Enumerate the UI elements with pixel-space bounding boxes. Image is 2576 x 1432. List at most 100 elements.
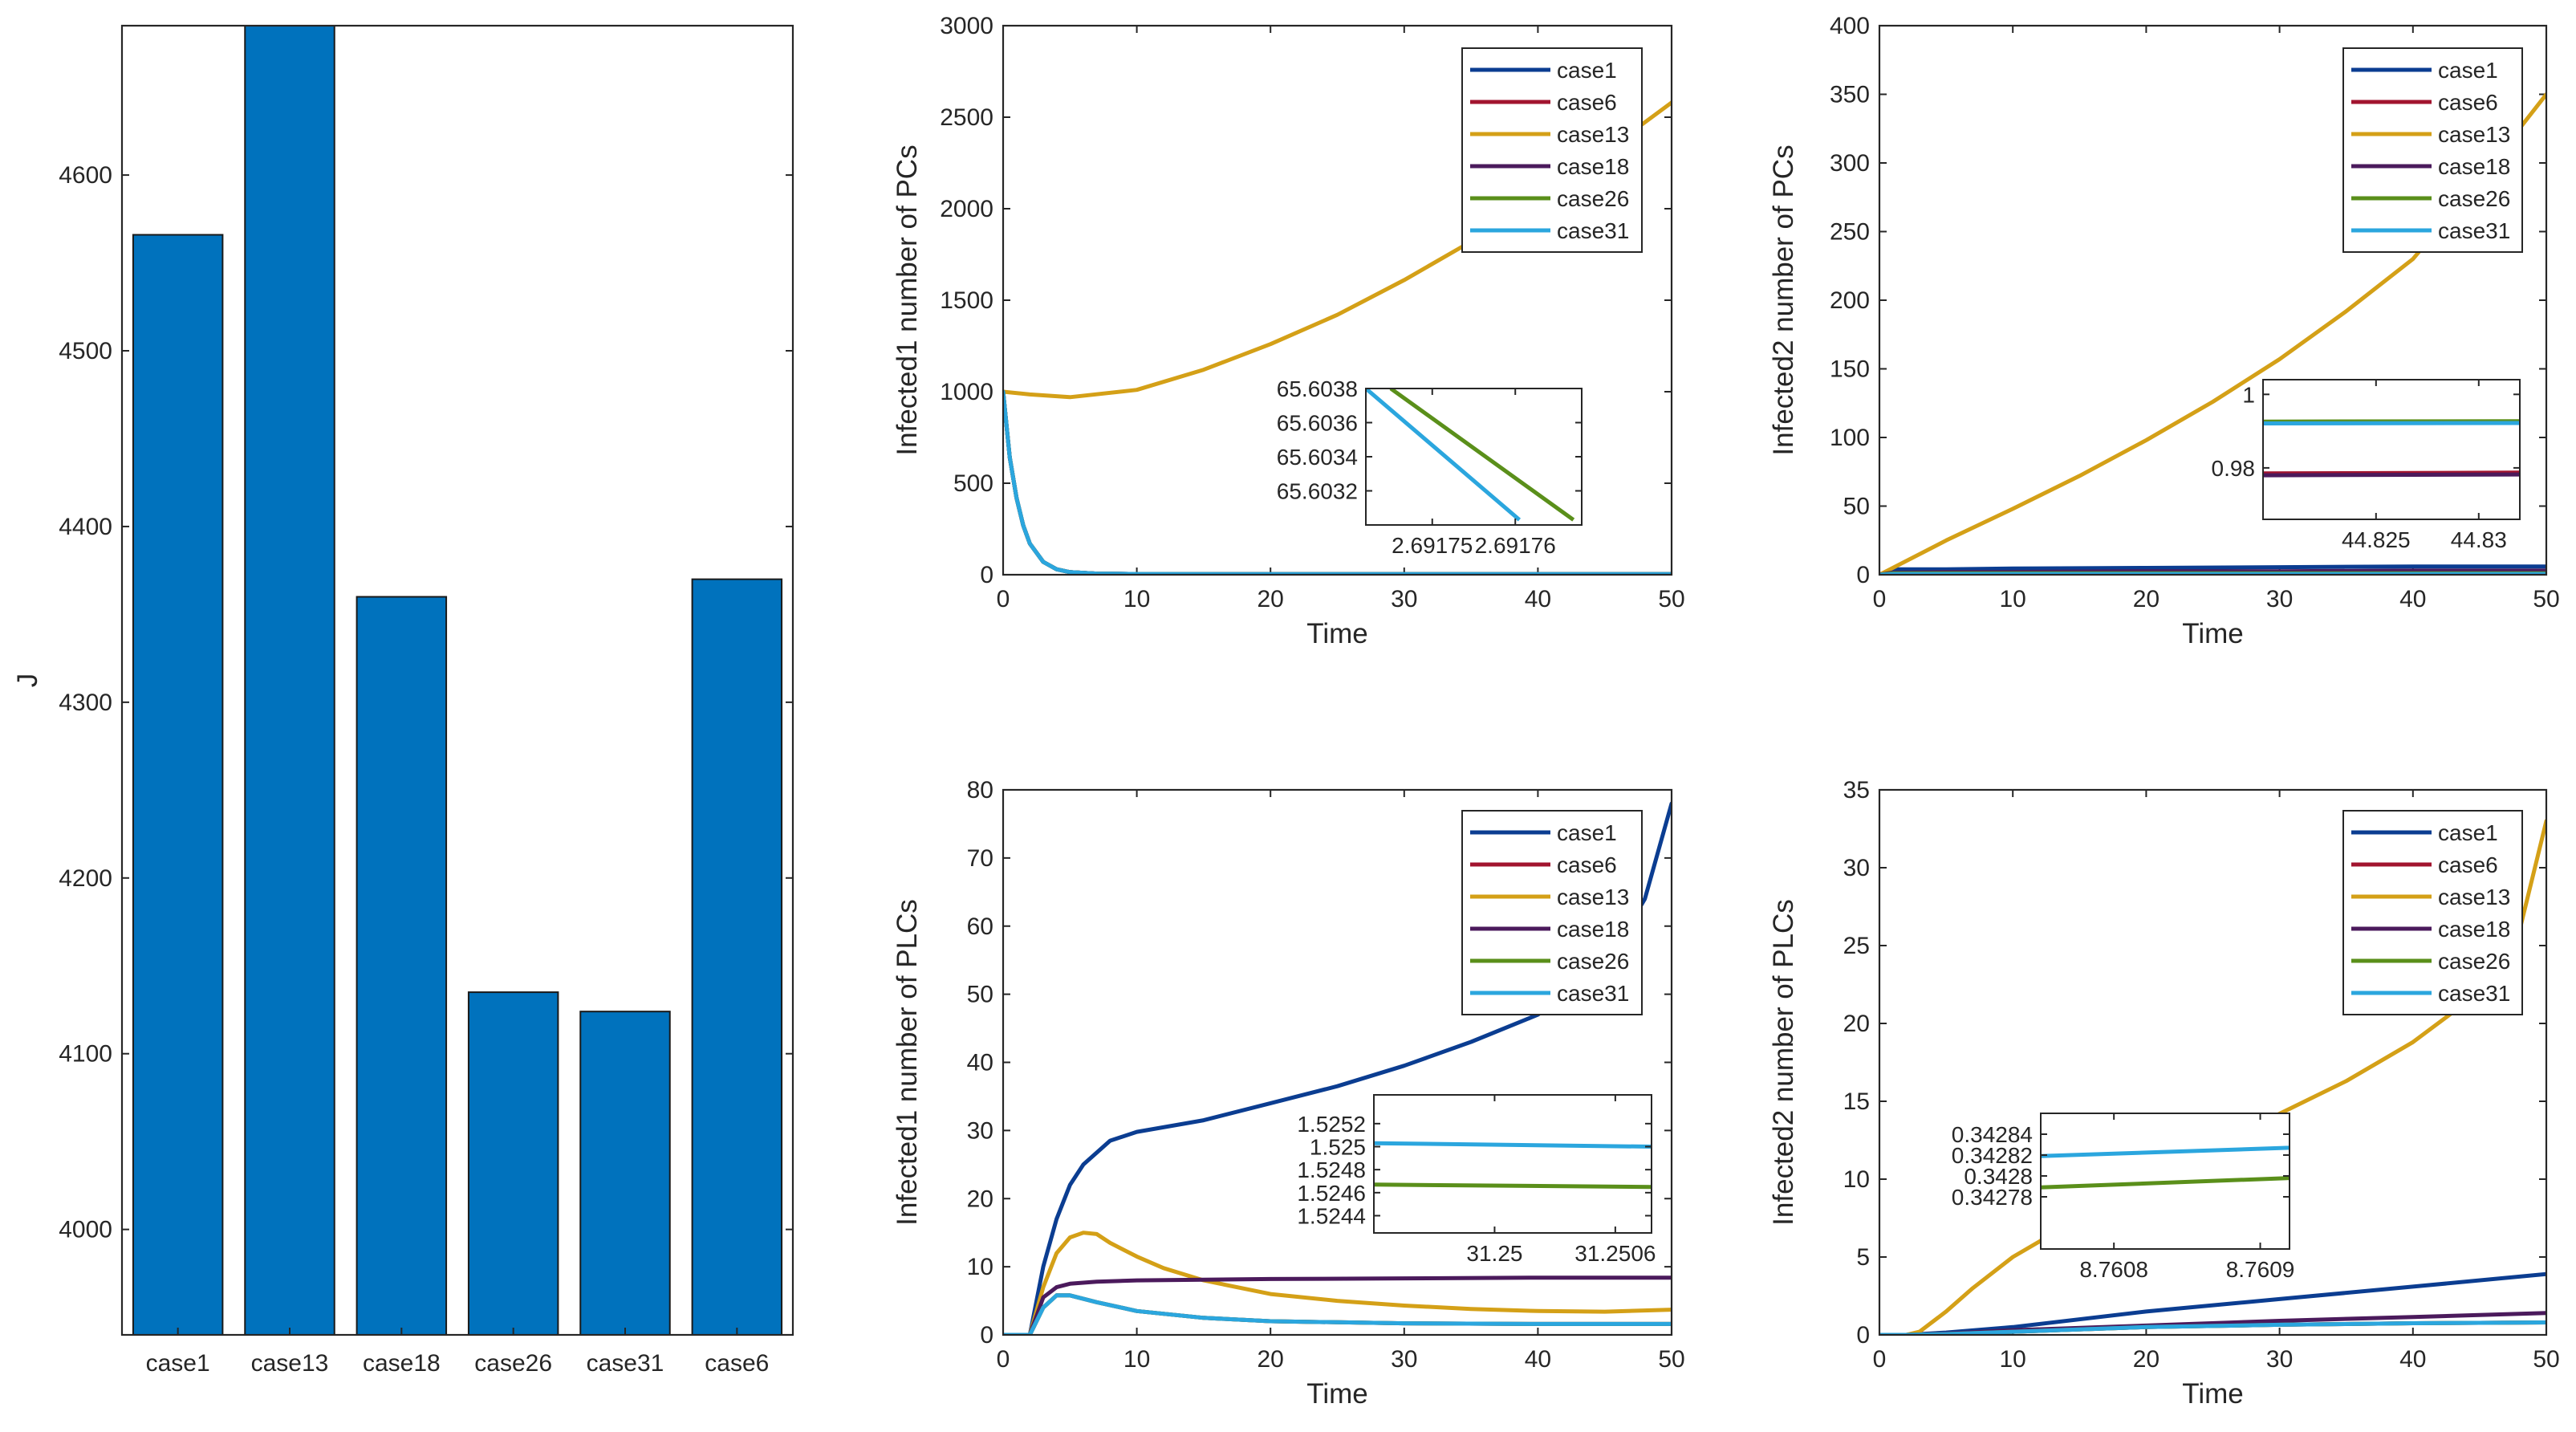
x-axis-label: Time: [2182, 618, 2243, 649]
x-tick-label: 40: [2399, 586, 2426, 612]
legend-label: case6: [2438, 90, 2498, 115]
x-tick-label: 40: [1525, 1346, 1551, 1373]
x-tick-label: 50: [1658, 586, 1684, 612]
y-tick-label: 2500: [940, 104, 993, 131]
inset: 44.825 44.83 0.98 1: [2212, 379, 2521, 552]
inset-y-tick-label: 65.6038: [1277, 376, 1358, 401]
y-tick-label: 70: [967, 845, 993, 872]
inset-line-case31: [2041, 1145, 2290, 1158]
x-tick-label: 20: [1258, 586, 1284, 612]
y-tick-label: 2000: [940, 196, 993, 222]
chart-bar: case1 case13 case18 case26 case31 case6 4000 41…: [12, 24, 794, 1377]
inset: 2.69175 2.69176 65.6032 65.6034 65.6036 65.60…: [1277, 376, 1583, 558]
inset-line-case26: [1389, 389, 1575, 522]
y-tick-label: 20: [967, 1186, 993, 1212]
x-tick-label: 0: [997, 1346, 1010, 1373]
inset-y-tick-label: 1.5246: [1297, 1181, 1366, 1206]
y-axis-label: Infected2 number of PCs: [1768, 144, 1799, 455]
inset-y-tick-label: 0.34278: [1952, 1185, 2033, 1210]
legend-label: case26: [2438, 949, 2510, 974]
legend-label: case18: [1557, 154, 1629, 179]
bar-case13: [244, 25, 335, 1336]
y-tick-label: 4400: [59, 514, 112, 540]
y-axis-label: Infected2 number of PLCs: [1768, 899, 1799, 1226]
y-tick-label: 1500: [940, 287, 993, 314]
chart-inf2plc: 0 10 20 30 40 50 0 5 10 15 20 25 30 35 Time Infected2 n…: [1768, 777, 2560, 1410]
inset-line-case31: [2263, 421, 2520, 425]
inset-y-tick-label: 65.6034: [1277, 445, 1358, 470]
legend-box: [2342, 810, 2523, 1015]
y-tick-label: 1000: [940, 379, 993, 405]
x-tick-label: 10: [2000, 586, 2026, 612]
x-tick-label: case18: [363, 1350, 441, 1377]
x-tick-label: 30: [1391, 586, 1417, 612]
x-tick-label: 10: [1123, 1346, 1150, 1373]
y-tick-label: 30: [967, 1117, 993, 1144]
legend-label: case31: [2438, 981, 2510, 1006]
inset-y-tick-label: 0.34284: [1952, 1122, 2033, 1147]
inset: 31.25 31.2506 1.52441.52461.52481.5251.525…: [1297, 1094, 1656, 1266]
axes-frame: [120, 24, 794, 1336]
bar-case31: [579, 1011, 671, 1336]
x-tick-label: 20: [1258, 1346, 1284, 1373]
y-axis-label: Infected1 number of PCs: [892, 144, 923, 455]
legend-label: case18: [1557, 917, 1629, 942]
x-tick-label: case13: [251, 1350, 329, 1377]
y-tick-label: 15: [1843, 1088, 1870, 1115]
inset-line-case31: [1366, 389, 1522, 522]
inset-series-group: [2041, 1145, 2290, 1190]
legend-label: case31: [2438, 218, 2510, 243]
y-tick-label: 25: [1843, 933, 1870, 959]
chart-inf2pc: 0 10 20 30 40 50 0 50 100 150 200 250 300 350 400 Time I…: [1768, 13, 2560, 649]
inset-y-tick-label: 0.3428: [1964, 1164, 2033, 1189]
legend-box: [1461, 47, 1643, 253]
x-tick-label: 50: [2533, 1346, 2559, 1373]
inset-frame: [1365, 388, 1583, 526]
x-tick-label: 0: [1873, 586, 1887, 612]
x-tick-label: 30: [2266, 1346, 2293, 1373]
inset-y-tick-label: 65.6032: [1277, 479, 1358, 504]
legend-label: case1: [2438, 58, 2498, 83]
y-tick-label: 300: [1830, 150, 1870, 177]
y-tick-label: 500: [953, 470, 993, 497]
bar-case6: [691, 578, 783, 1336]
y-tick-label: 80: [967, 777, 993, 803]
legend-label: case6: [1557, 90, 1617, 115]
x-tick-label: 50: [1658, 1346, 1684, 1373]
x-tick-label: 10: [1123, 586, 1150, 612]
y-tick-label: 4100: [59, 1041, 112, 1068]
legend-label: case13: [2438, 122, 2510, 147]
y-tick-label: 4200: [59, 865, 112, 892]
inset-x-tick-label: 8.7609: [2226, 1257, 2295, 1282]
legend-label: case31: [1557, 981, 1629, 1006]
legend-label: case26: [1557, 186, 1629, 211]
x-tick-label: 40: [1525, 586, 1551, 612]
y-tick-label: 4600: [59, 162, 112, 189]
inset-y-tick-label: 1.5248: [1297, 1157, 1366, 1182]
inset-series-group: [1374, 1141, 1652, 1190]
inset-y-tick-label: 1.5244: [1297, 1204, 1366, 1229]
legend-label: case1: [1557, 820, 1617, 845]
legend-label: case1: [1557, 58, 1617, 83]
legend-box: [2342, 47, 2523, 253]
x-axis-label: Time: [1306, 618, 1367, 649]
series-line-case1: [1879, 564, 2546, 575]
inset-frame: [2040, 1113, 2290, 1250]
inset-x-tick-label: 31.2506: [1574, 1241, 1656, 1266]
y-tick-label: 4300: [59, 690, 112, 716]
inset-y-tick-label: 0.34282: [1952, 1143, 2033, 1168]
y-axis-label: J: [12, 673, 43, 688]
inset-x-tick-label: 44.825: [2342, 527, 2411, 552]
legend-label: case18: [2438, 917, 2510, 942]
x-tick-label: 20: [2133, 586, 2160, 612]
inset-y-tick-label: 0.98: [2212, 456, 2256, 481]
y-tick-label: 0: [980, 1322, 993, 1349]
x-tick-label: 0: [997, 586, 1010, 612]
y-tick-label: 200: [1830, 287, 1870, 314]
y-tick-label: 35: [1843, 777, 1870, 803]
x-tick-label: 20: [2133, 1346, 2160, 1373]
axes-frame: [1002, 788, 1673, 1336]
y-tick-label: 350: [1830, 82, 1870, 108]
